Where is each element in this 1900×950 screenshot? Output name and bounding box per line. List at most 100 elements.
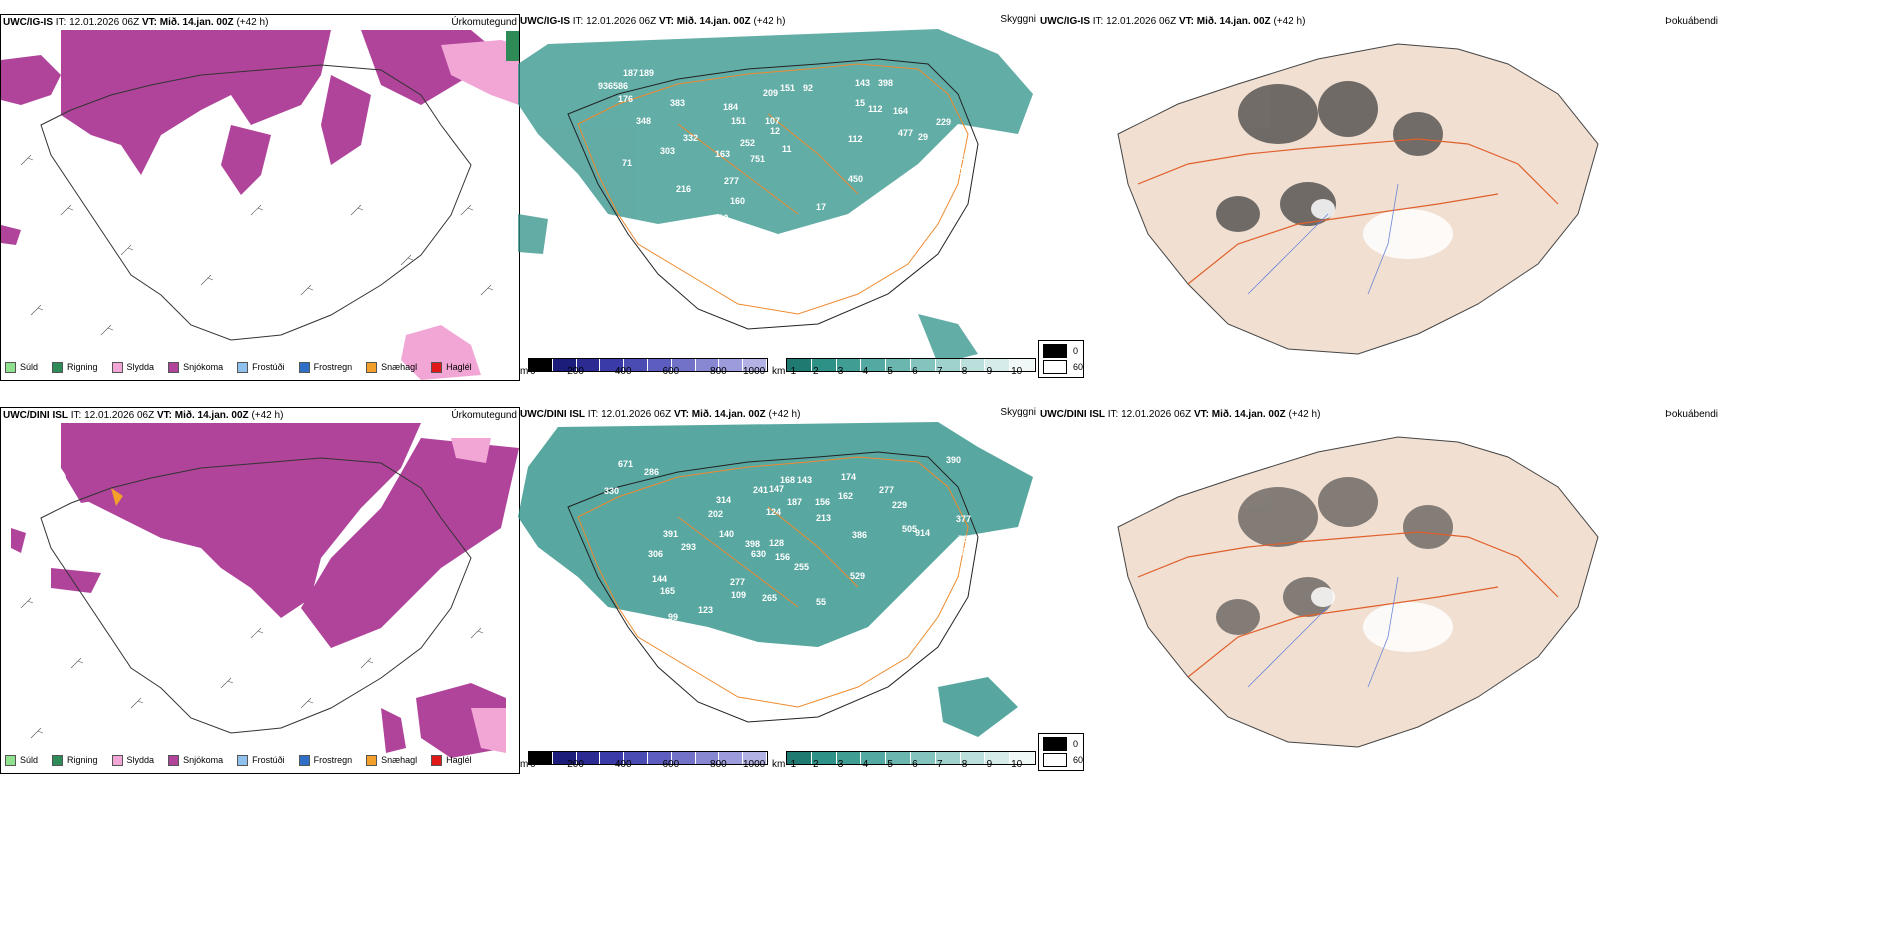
value-label: 265 [762,593,777,603]
elevation-labels: 671 286 330 241 168 143 174 390 277 314 … [559,455,971,622]
panel-visibility-row1: 936 187 189 586 176 383 348 332 184 209 … [518,14,1038,379]
value-label: 143 [797,475,812,485]
value-label: 293 [681,542,696,552]
panel-title: UWC/IG-IS IT: 12.01.2026 06Z VT: Mið. 14… [520,16,786,27]
value-label: 277 [730,577,745,587]
roads [1137,138,1559,285]
iceland-land [1117,43,1599,355]
panel-fog-row1: UWC/IG-IS IT: 12.01.2026 06Z VT: Mið. 14… [1038,14,1900,379]
iceland-coast [567,451,979,723]
value-label: 386 [852,530,867,540]
precip-legend: Súld Rigning Slydda Snjókoma Frostúði Fr… [5,753,480,767]
legend-item: Frostregn [298,754,352,766]
visibility-unit: km [772,759,786,770]
field-label: Þokuábendi [1665,409,1718,420]
value-label: 216 [676,184,691,194]
legend-item: Snæhagl [366,754,417,766]
fog-light-areas [1311,587,1453,652]
fog-legend-item: 0 [1043,344,1078,358]
value-label: 156 [559,589,574,599]
legend-swatch [111,754,123,766]
value-label: 189 [639,68,654,78]
legend-swatch [52,754,64,766]
legend-swatch [298,361,310,373]
value-label: 176 [618,94,633,104]
value-label: 348 [912,211,927,221]
panel-fog-row2: UWC/DINI ISL IT: 12.01.2026 06Z VT: Mið.… [1038,407,1900,772]
legend-swatch [5,361,16,373]
value-label: 671 [618,459,633,469]
value-label: 184 [723,102,738,112]
legend-item: Snjókoma [168,361,223,373]
legend-item: Snæhagl [366,361,417,373]
iceland-land [1117,436,1599,748]
height-colorbar [528,358,768,372]
panel-title: UWC/IG-IS IT: 12.01.2026 06Z VT: Mið. 14… [1040,16,1306,27]
value-label: 751 [750,154,765,164]
legend-swatch [298,754,310,766]
low-visibility-areas [518,422,1033,737]
fog-map-row1 [1117,43,1599,355]
legend-swatch [52,361,64,373]
legend-swatch [237,361,249,373]
value-label: 277 [879,485,894,495]
value-label: 332 [683,133,698,143]
value-label: 107 [765,116,780,126]
value-label: 128 [769,538,784,548]
value-label: 390 [946,455,961,465]
field-label: Úrkomutegund [451,410,517,421]
value-label: 529 [850,571,865,581]
legend-swatch [168,754,180,766]
value-label: 164 [893,106,908,116]
visibility-map-row2: 671 286 330 241 168 143 174 390 277 314 … [518,422,1033,737]
value-label: 450 [848,174,863,184]
snow-areas [11,423,519,758]
value-label: 286 [644,467,659,477]
legend-item: Frostúði [237,361,285,373]
value-label: 255 [794,562,809,572]
value-label: 151 [731,116,746,126]
value-label: 314 [716,495,731,505]
panel-title: UWC/DINI ISL IT: 12.01.2026 06Z VT: Mið.… [520,409,801,420]
value-label: 213 [816,513,831,523]
fog-light-areas [1311,199,1453,259]
iceland-coast [567,58,979,330]
value-label: 596 [956,547,971,557]
legend-swatch [5,754,16,766]
rain-area [506,31,519,61]
visibility-colorbar [786,751,1036,765]
wind-barbs [20,597,484,739]
legend-item: Haglél [431,361,472,373]
value-label: 15 [855,98,865,108]
legend-item: Súld [5,754,38,766]
legend-item: Rigning [52,754,98,766]
precip-map-row2 [11,423,519,758]
rivers [1247,183,1399,295]
visibility-tick-labels: 1 2 3 4 5 6 7 8 9 10 [790,759,1023,770]
fog-legend-item: 60 [1043,360,1083,374]
visibility-unit: km [772,366,786,377]
value-label: 168 [780,475,795,485]
fog-map-row2 [1117,436,1599,748]
value-label: 163 [715,149,730,159]
value-label: 147 [769,484,784,494]
value-label: 303 [660,146,675,156]
value-label: 112 [868,104,883,114]
legend-swatch [168,361,180,373]
fog-legend-item: 60 [1043,753,1083,767]
value-label: 124 [766,507,781,517]
field-label: Úrkomutegund [451,17,517,28]
value-label: 75 [958,534,968,544]
value-label: 229 [936,117,951,127]
value-label: 112 [848,134,863,144]
legend-swatch [366,361,378,373]
value-label: 936 [598,81,613,91]
visibility-tick-labels: 1 2 3 4 5 6 7 8 9 10 [790,366,1023,377]
value-label: 156 [815,497,830,507]
value-label: 174 [841,472,856,482]
value-label: 9 [656,232,661,242]
panel-title: UWC/DINI ISL IT: 12.01.2026 06Z VT: Mið.… [1040,409,1321,420]
value-label: 241 [753,485,768,495]
roads [1137,531,1559,678]
value-label: 156 [775,552,790,562]
